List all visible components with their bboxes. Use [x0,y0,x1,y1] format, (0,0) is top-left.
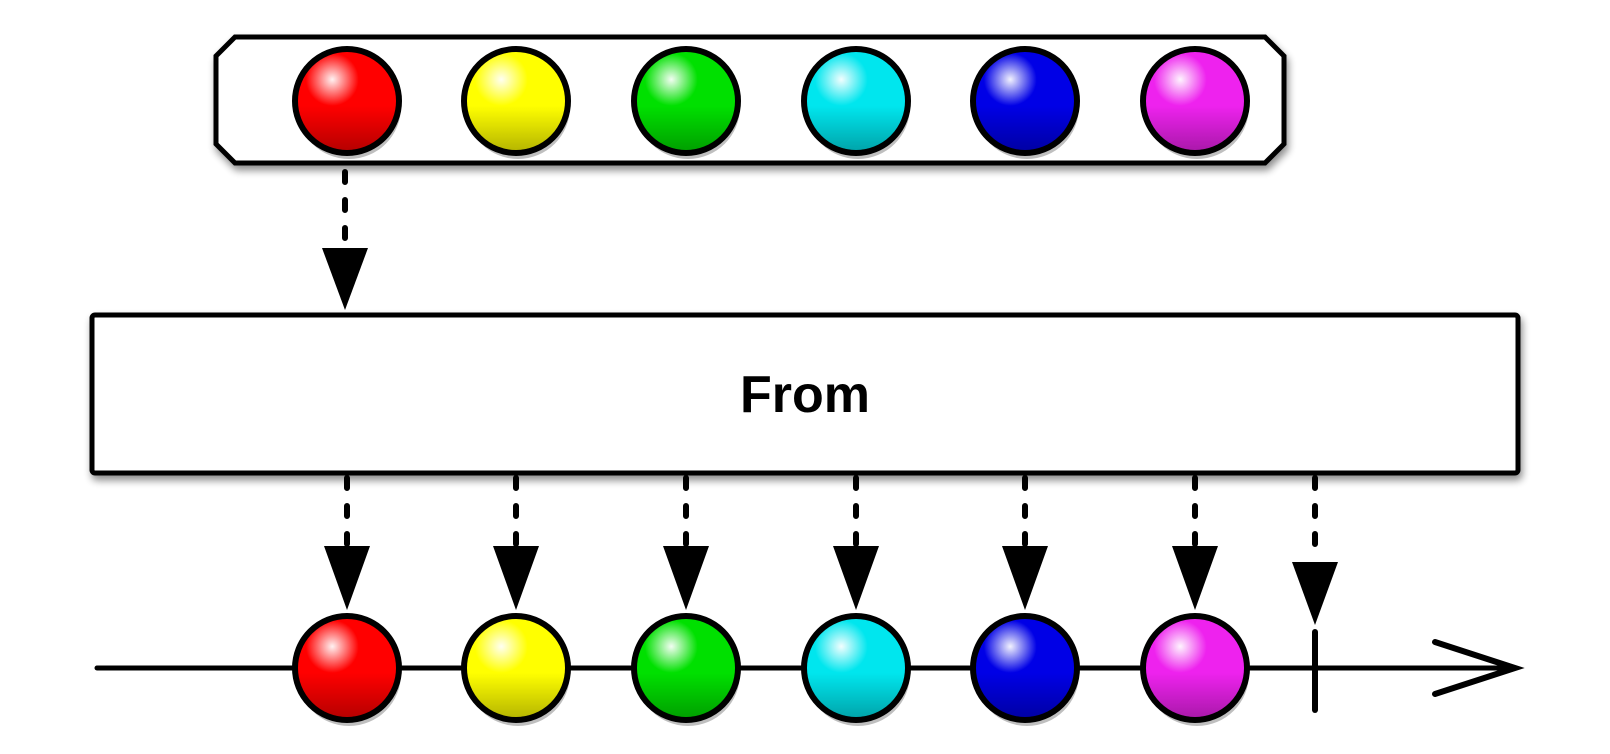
source-marble-magenta [1140,46,1250,159]
source-marbles [292,46,1250,159]
source-marble-blue [970,46,1080,159]
output-marble-blue [970,613,1080,726]
input-arrowhead [322,248,368,310]
source-marble-green [631,46,741,159]
completion-arrow [1292,475,1338,625]
output-marble-green [631,613,741,726]
emission-arrow [493,475,539,610]
emission-arrow [324,475,370,610]
source-marble-yellow [461,46,571,159]
source-marble-red [292,46,402,159]
operator-box [89,312,1521,476]
source-marble-cyan [801,46,911,159]
emission-arrow [1172,475,1218,610]
output-marble-red [292,613,402,726]
emission-arrows [324,475,1338,625]
output-marble-cyan [801,613,911,726]
timeline-arrowhead [1432,639,1525,697]
output-marbles [292,613,1250,726]
output-marble-yellow [461,613,571,726]
emission-arrow [833,475,879,610]
operator-label: From [740,366,870,424]
emission-arrow [663,475,709,610]
output-marble-magenta [1140,613,1250,726]
emission-arrow [1002,475,1048,610]
